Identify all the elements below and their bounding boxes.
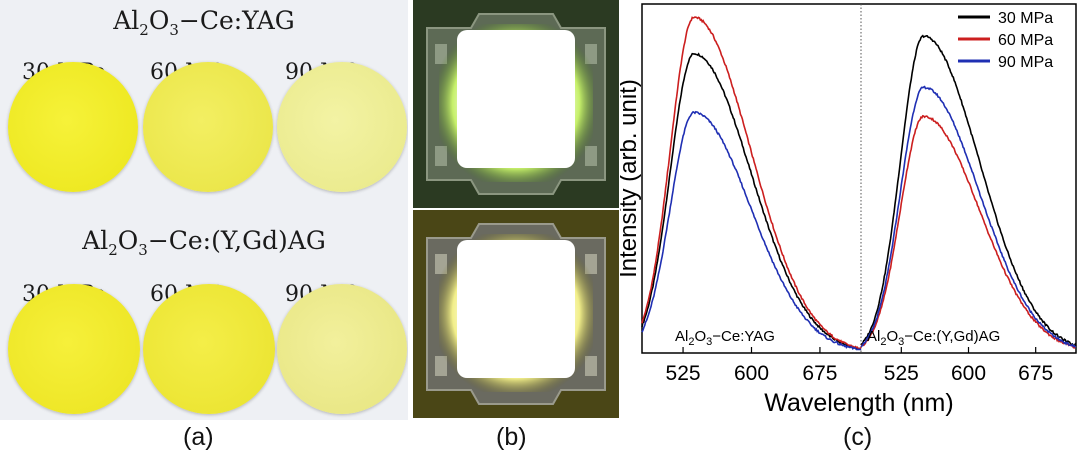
caption-a: (a) — [183, 423, 214, 451]
plot-frame — [641, 3, 1077, 354]
subplot-label-part: Al — [675, 328, 688, 345]
subplot-label-part: O — [886, 328, 898, 345]
subplot-label-part: 3 — [898, 336, 904, 348]
series-line — [641, 110, 862, 351]
disk-ygdag-60mpa — [143, 284, 275, 414]
subplot-label: Al2O3−Ce:(Y,Gd)AG — [867, 328, 1000, 348]
subplot-label-part: −Ce:(Y,Gd)AG — [904, 328, 1000, 345]
disk-ygdag-30mpa — [8, 284, 140, 414]
disk-yag-60mpa — [143, 62, 273, 192]
subplot-label-part: Al — [867, 328, 880, 345]
subplot-label-part: O — [694, 328, 706, 345]
panel-a-photo: Al2O3−Ce:YAG 30 MPa 60 MPa 90 MPa Al2O3−… — [0, 0, 408, 420]
title-al2o3-ce-yag: Al2O3−Ce:YAG — [113, 6, 295, 39]
led-photo-bottom — [413, 210, 619, 418]
series-line — [860, 34, 1077, 347]
series-line — [641, 52, 862, 351]
disk-yag-30mpa — [8, 62, 138, 192]
legend-label: 30 MPa — [998, 10, 1053, 27]
x-tick-label: 525 — [666, 362, 701, 385]
led-photo-top — [413, 0, 619, 208]
subplot-label-part: −Ce:YAG — [712, 328, 775, 345]
x-tick-label: 525 — [884, 362, 919, 385]
series-line — [860, 114, 1076, 349]
x-axis-label: Wavelength (nm) — [764, 389, 953, 417]
legend-label: 60 MPa — [998, 32, 1053, 49]
caption-c: (c) — [843, 423, 873, 451]
x-tick-label: 600 — [951, 362, 986, 385]
series-line — [860, 85, 1077, 348]
x-tick-label: 675 — [1018, 362, 1053, 385]
subplot-label-part: 2 — [688, 336, 694, 348]
panel-c-spectra-chart: 525 600 675 Al2O3−Ce:YAG 525 600 675 Al2O3−Ce:(… — [615, 0, 1080, 420]
legend-label: 90 MPa — [998, 54, 1053, 71]
disk-ygdag-90mpa — [277, 284, 407, 414]
caption-b: (b) — [496, 423, 527, 451]
x-tick-label: 675 — [802, 362, 837, 385]
subplot-label-part: 3 — [706, 336, 712, 348]
disk-yag-90mpa — [277, 62, 407, 192]
subplot-label-part: 2 — [880, 336, 886, 348]
series-line — [641, 16, 862, 350]
subplot-label: Al2O3−Ce:YAG — [675, 328, 775, 348]
title-al2o3-ce-ygdag: Al2O3−Ce:(Y,Gd)AG — [82, 226, 326, 259]
y-axis-label: Intensity (arb. unit) — [620, 79, 642, 278]
x-tick-label: 600 — [734, 362, 769, 385]
